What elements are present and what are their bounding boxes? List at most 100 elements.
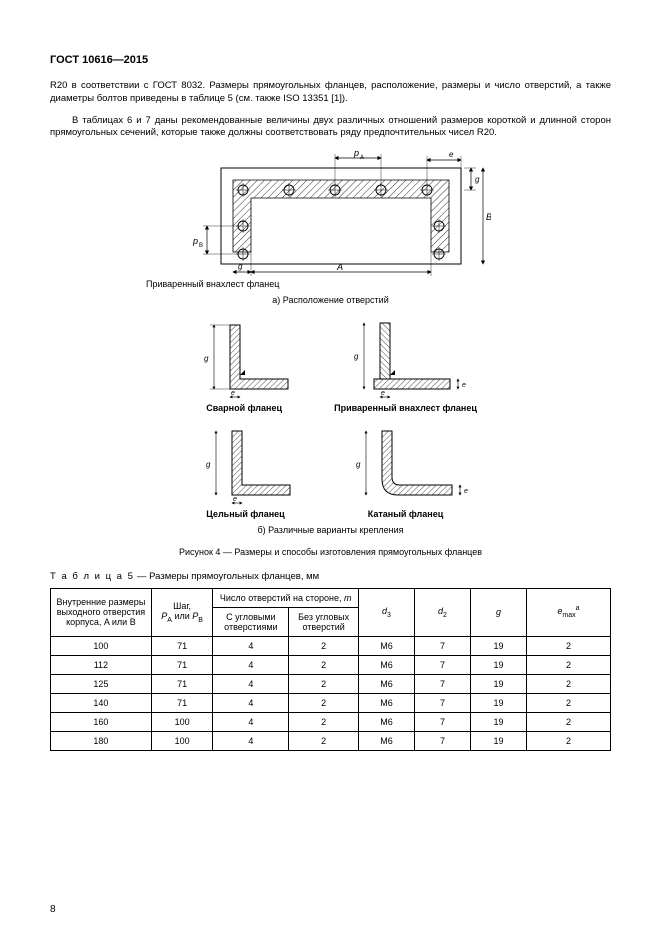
svg-text:g: g [475,175,480,184]
th-g: g [470,588,526,636]
cell: 7 [414,655,470,674]
cell: M6 [358,636,414,655]
svg-text:g: g [206,460,211,469]
angle-overlap: g e e Приваренный внахлест фланец [334,315,477,413]
cell: M6 [358,674,414,693]
cell: 4 [213,674,289,693]
table-5: Внутренние размеры выходного отверстия к… [50,588,611,751]
cell: 71 [151,693,213,712]
flange-label: Приваренный внахлест фланец [146,279,279,289]
flange-top-view-svg: p A e g B A g p [171,146,491,276]
cell: 19 [470,636,526,655]
cell: 19 [470,731,526,750]
cell: M6 [358,693,414,712]
table-title-rest: — Размеры прямоугольных фланцев, мм [134,571,319,582]
th-c3: Число отверстий на стороне, m [213,588,359,607]
svg-text:A: A [360,155,364,161]
cell: 2 [526,655,610,674]
svg-text:e: e [231,390,235,397]
th-c3b: Без угловых отверстий [289,607,359,636]
cell: 2 [526,712,610,731]
page: ГОСТ 10616—2015 R20 в соответствии с ГОС… [0,0,661,935]
doc-header: ГОСТ 10616—2015 [50,54,611,66]
cell: 2 [526,674,610,693]
cell: 19 [470,674,526,693]
sub2: Приваренный внахлест фланец [334,403,477,413]
th-e: emaxa [526,588,610,636]
cell: 2 [526,636,610,655]
cell: 2 [289,636,359,655]
table-row: 16010042M67192 [51,712,611,731]
cell: 180 [51,731,152,750]
cell: 4 [213,655,289,674]
svg-text:g: g [204,354,209,363]
cell: 2 [289,731,359,750]
th-c2: Шаг, PA или PB [151,588,213,636]
svg-text:e: e [449,150,454,159]
cell: 19 [470,655,526,674]
svg-text:e: e [233,496,237,503]
sub4: Катаный фланец [336,509,476,519]
cell: 19 [470,693,526,712]
cell: 125 [51,674,152,693]
cell: 2 [289,693,359,712]
cell: 7 [414,731,470,750]
svg-text:e: e [462,382,466,389]
svg-text:A: A [336,262,343,272]
table-row: 18010042M67192 [51,731,611,750]
table-title: Т а б л и ц а 5 — Размеры прямоугольных … [50,571,611,582]
angle-welded: g e Сварной фланец [184,315,304,413]
cell: 100 [151,712,213,731]
cell: 4 [213,712,289,731]
th-d2: d2 [414,588,470,636]
cell: M6 [358,655,414,674]
cell: 19 [470,712,526,731]
cell: 2 [526,693,610,712]
figure-title: Рисунок 4 — Размеры и способы изготовлен… [179,547,482,557]
cell: 4 [213,731,289,750]
cell: 100 [151,731,213,750]
cell: 7 [414,712,470,731]
cell: 2 [289,655,359,674]
cell: 160 [51,712,152,731]
paragraph-2: В таблицах 6 и 7 даны рекомендованные ве… [50,115,611,140]
cell: 4 [213,636,289,655]
angle-row-2: g e Цельный фланец g e Катаный фланец [186,421,476,519]
cell: 7 [414,693,470,712]
cell: 7 [414,636,470,655]
svg-text:B: B [199,243,203,249]
sub3: Цельный фланец [186,509,306,519]
sub1: Сварной фланец [184,403,304,413]
angle-rolled: g e Катаный фланец [336,421,476,519]
cell: 2 [289,674,359,693]
table-head: Внутренние размеры выходного отверстия к… [51,588,611,636]
cell: 2 [289,712,359,731]
caption-a: а) Расположение отверстий [272,295,388,305]
th-d3: d3 [358,588,414,636]
cell: 100 [51,636,152,655]
paragraph-1: R20 в соответствии с ГОСТ 8032. Размеры … [50,80,611,105]
angle-row-1: g e Сварной фланец [184,315,477,413]
svg-text:g: g [238,262,243,271]
cell: M6 [358,712,414,731]
table-row: 1007142M67192 [51,636,611,655]
angle-solid: g e Цельный фланец [186,421,306,519]
th-c3a: С угловыми отверстиями [213,607,289,636]
table-title-prefix: Т а б л и ц а 5 [50,571,134,582]
svg-text:g: g [354,352,359,361]
cell: 4 [213,693,289,712]
svg-text:e: e [381,390,385,397]
svg-text:B: B [486,212,491,222]
svg-text:p: p [353,148,359,158]
table-row: 1127142M67192 [51,655,611,674]
cell: 7 [414,674,470,693]
cell: 71 [151,636,213,655]
table-row: 1407142M67192 [51,693,611,712]
cell: 2 [526,731,610,750]
svg-text:e: e [464,488,468,495]
cell: 71 [151,674,213,693]
svg-text:p: p [192,236,198,246]
cell: M6 [358,731,414,750]
cell: 112 [51,655,152,674]
page-number: 8 [50,904,56,915]
